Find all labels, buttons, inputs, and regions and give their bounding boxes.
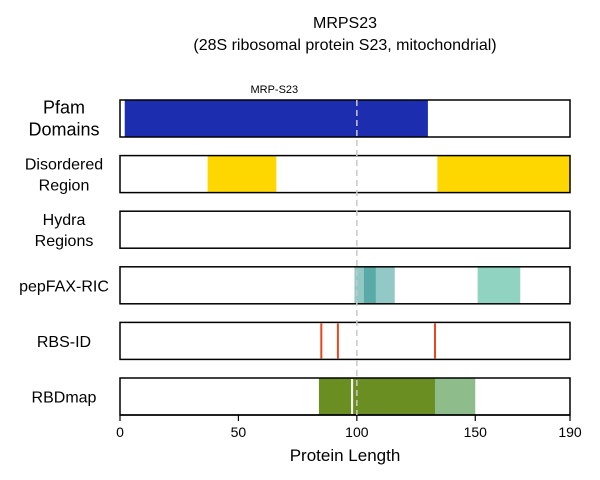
chart-subtitle: (28S ribosomal protein S23, mitochondria… — [193, 37, 496, 54]
track-4-label: RBS-ID — [37, 334, 91, 351]
track-3: pepFAX-RIC — [19, 266, 571, 305]
x-tick-label: 0 — [116, 424, 124, 440]
track-4-frame — [119, 321, 571, 361]
x-tick-label: 50 — [231, 424, 247, 440]
track-2-frame — [119, 210, 571, 249]
x-axis-label: Protein Length — [290, 446, 401, 465]
track-5-segment-0 — [318, 378, 435, 415]
track-1: Disordered Region — [25, 154, 571, 195]
x-tick-label: 100 — [345, 424, 369, 440]
track-1-label: Region — [39, 178, 90, 195]
track-3-segment-1 — [363, 266, 376, 304]
x-axis: 0 50 100 150 190 — [116, 414, 582, 440]
track-0-frame — [119, 99, 571, 138]
track-5: RBDmap — [32, 377, 571, 416]
x-tick-label: 150 — [464, 424, 488, 440]
track-5-segment-1 — [435, 378, 476, 415]
track-2-label: Hydra — [43, 212, 86, 229]
track-3-segment-2 — [477, 266, 521, 304]
track-3-frame — [119, 266, 571, 305]
track-5-label: RBDmap — [32, 390, 97, 407]
x-tick-label: 190 — [558, 424, 582, 440]
track-2: Hydra Regions — [35, 210, 571, 250]
chart-title: MRPS23 — [313, 15, 377, 32]
track-1-label: Disordered — [25, 157, 103, 174]
track-0-label: Domains — [28, 120, 99, 140]
track-0-segment-0 — [124, 100, 428, 137]
track-0-label: Pfam — [43, 98, 85, 118]
track-3-label: pepFAX-RIC — [19, 278, 109, 295]
track-1-frame — [119, 154, 571, 194]
track-1-segment-0 — [207, 155, 277, 193]
track-4: RBS-ID — [37, 321, 571, 361]
track-2-label: Regions — [35, 233, 94, 250]
segment-label: MRP-S23 — [250, 84, 298, 96]
track-1-segment-1 — [437, 155, 570, 193]
